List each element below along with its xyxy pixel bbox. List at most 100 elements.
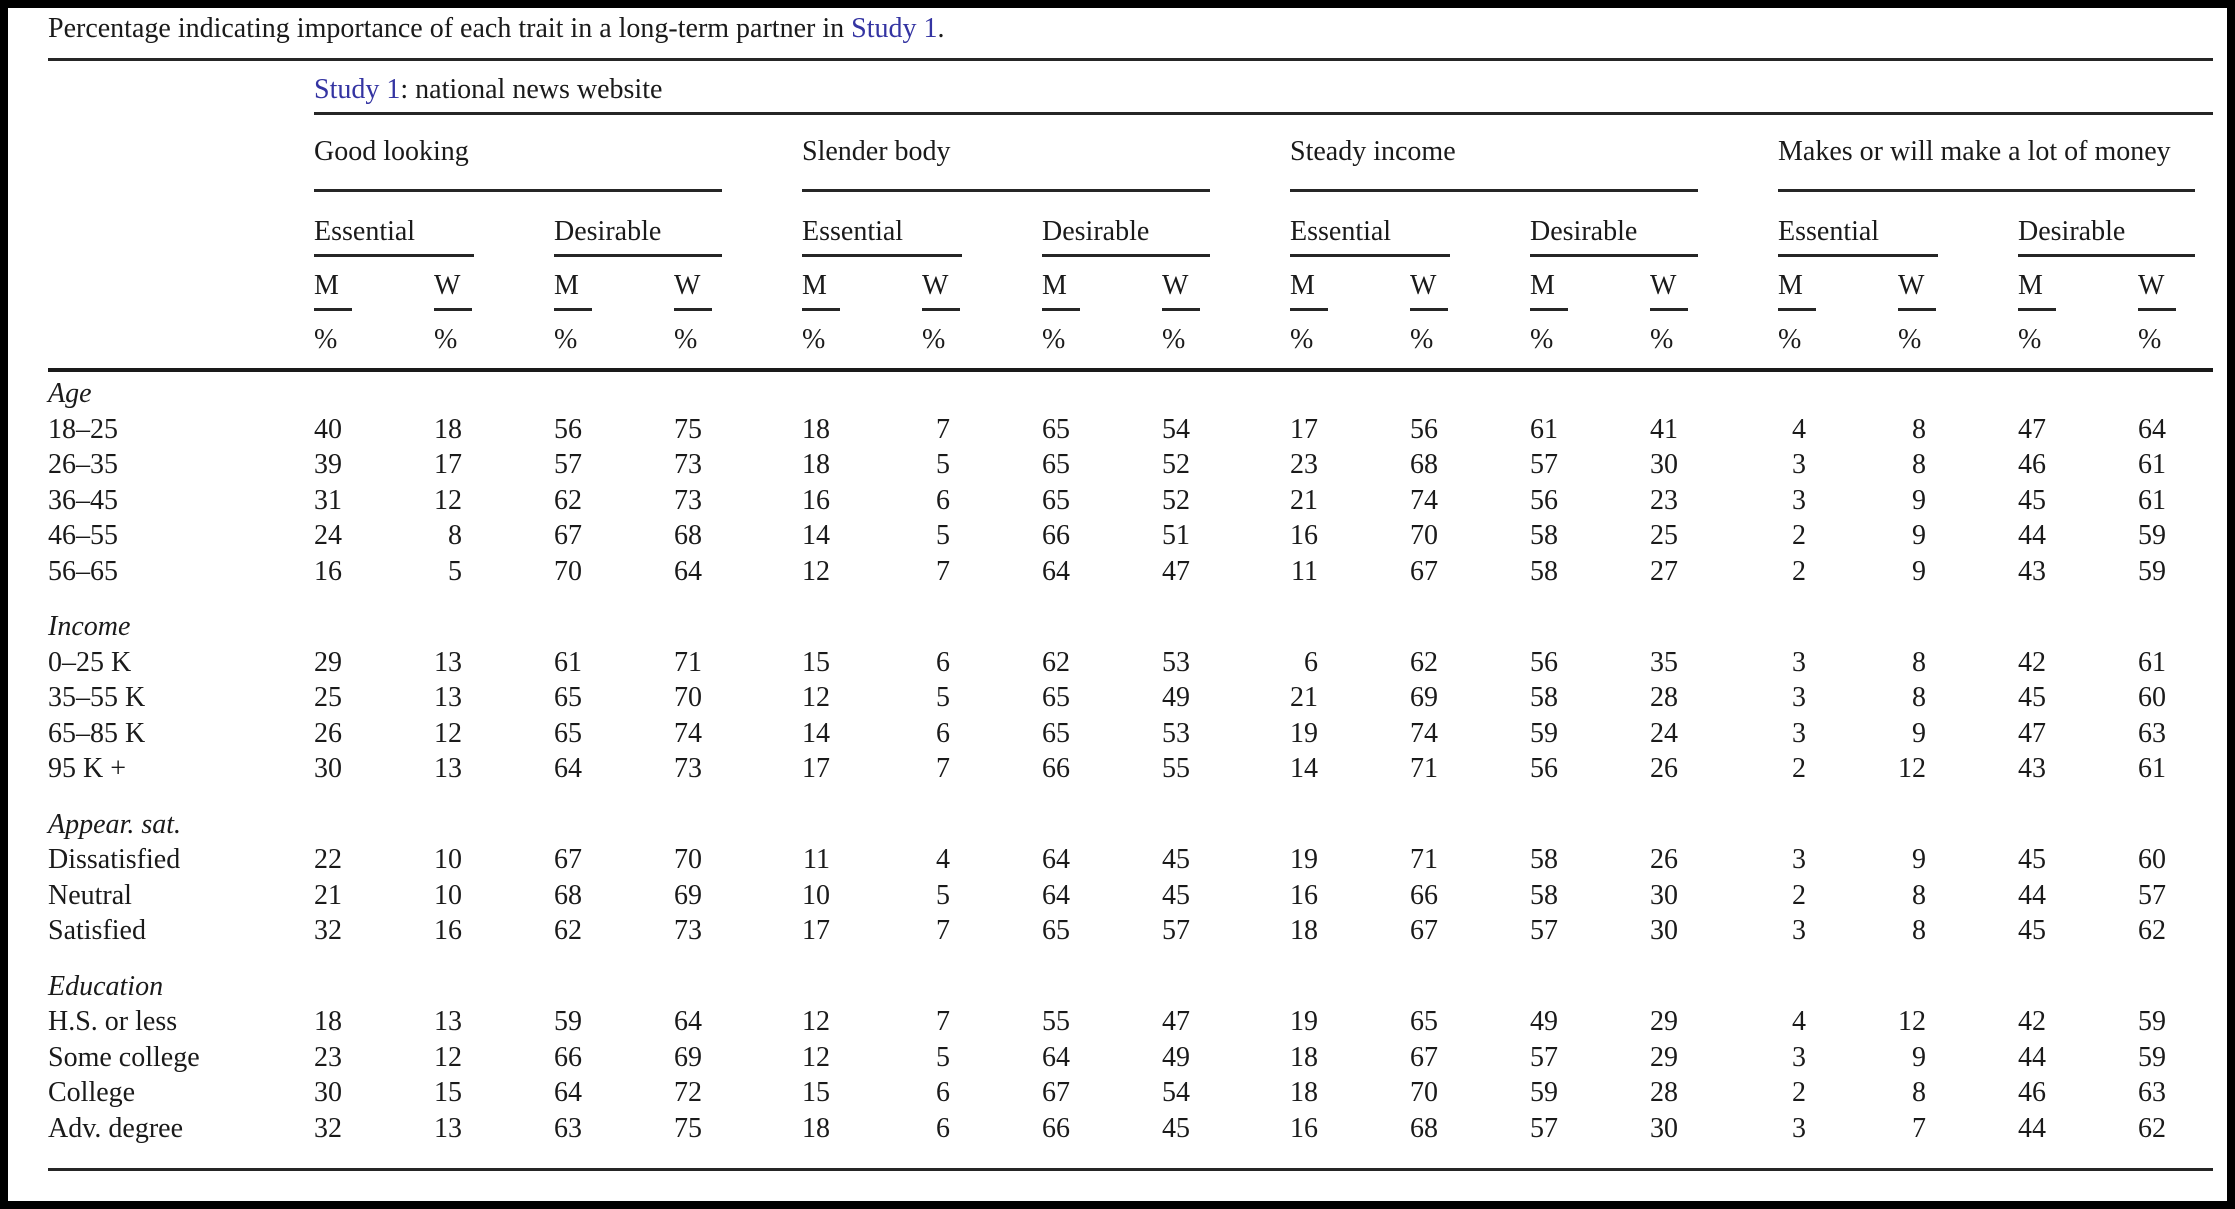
value-cell: 3 xyxy=(1778,842,1898,878)
value: 21 xyxy=(314,879,342,911)
spanner-row: Study 1: national news website xyxy=(48,61,2214,115)
value: 29 xyxy=(1650,1041,1678,1073)
value: 18 xyxy=(434,413,462,445)
value: 63 xyxy=(554,1112,582,1144)
value: 54 xyxy=(1162,413,1190,445)
value: 12 xyxy=(434,1041,462,1073)
value: 22 xyxy=(314,844,342,875)
value: 2 xyxy=(1792,1077,1806,1108)
value: 23 xyxy=(314,1041,342,1073)
table-row: Dissatisfied 22 10 67 70 11 4 64 45 19 71 58 26 3 9 45 6… xyxy=(48,842,2213,878)
value-cell: 46 xyxy=(2018,447,2138,483)
value: 70 xyxy=(1410,520,1438,551)
value-cell: 10 xyxy=(434,842,554,878)
value: 53 xyxy=(1162,717,1190,749)
value: 59 xyxy=(554,1006,582,1037)
importance-cell: Essential xyxy=(1290,192,1530,257)
value-cell: 16 xyxy=(802,483,922,519)
value-cell: 7 xyxy=(922,913,1042,949)
value: 61 xyxy=(2138,753,2166,784)
sex-header-cell: M xyxy=(1778,257,1898,311)
value: 45 xyxy=(2018,682,2046,713)
value-cell: 65 xyxy=(1042,913,1162,949)
value: 65 xyxy=(554,717,582,749)
value: 61 xyxy=(2138,646,2166,678)
value-cell: 75 xyxy=(674,412,802,448)
value: 70 xyxy=(674,844,702,875)
value-cell: 65 xyxy=(1042,447,1162,483)
value: 71 xyxy=(1410,753,1438,784)
value-cell: 12 xyxy=(1898,1004,2018,1040)
value: 2 xyxy=(1792,753,1806,784)
percent-cell: % xyxy=(2018,311,2138,372)
value-cell: 5 xyxy=(922,447,1042,483)
value-cell: 25 xyxy=(314,680,434,716)
sex-header: M xyxy=(1290,270,1315,301)
value-cell: 73 xyxy=(674,751,802,787)
sex-header: M xyxy=(554,270,579,301)
value: 25 xyxy=(314,682,342,713)
value-cell: 61 xyxy=(1530,412,1650,448)
value: 69 xyxy=(1410,682,1438,713)
value-cell: 72 xyxy=(674,1075,802,1111)
value-cell: 68 xyxy=(674,518,802,554)
value: 64 xyxy=(554,753,582,784)
value: 8 xyxy=(1912,449,1926,480)
value: 12 xyxy=(1898,1006,1926,1037)
percent-cell: % xyxy=(434,311,554,372)
value-cell: 17 xyxy=(434,447,554,483)
value-cell: 8 xyxy=(1898,878,2018,914)
value: 66 xyxy=(1042,520,1070,551)
row-group-label: Income xyxy=(48,611,131,642)
value: 6 xyxy=(936,646,950,678)
value-cell: 6 xyxy=(922,645,1042,681)
row-label: 46–55 xyxy=(48,520,118,551)
value: 64 xyxy=(2138,413,2166,445)
percent-cell: % xyxy=(1290,311,1410,372)
value-cell: 67 xyxy=(1410,913,1530,949)
caption-study-link[interactable]: Study 1 xyxy=(851,13,938,44)
value: 8 xyxy=(1912,682,1926,713)
value: 66 xyxy=(1042,1112,1070,1144)
sex-header-rule xyxy=(1162,308,1200,311)
value: 49 xyxy=(1530,1006,1558,1037)
table-row: 46–55 24 8 67 68 14 5 66 51 16 70 58 25 2 9 44 59 xyxy=(48,518,2213,554)
value-cell: 69 xyxy=(674,1040,802,1076)
value-cell: 17 xyxy=(802,913,922,949)
value: 27 xyxy=(1650,555,1678,587)
value-cell: 6 xyxy=(922,1110,1042,1171)
sex-header-cell: W xyxy=(1162,257,1290,311)
spanner-study-link[interactable]: Study 1 xyxy=(314,74,401,105)
value-cell: 12 xyxy=(434,483,554,519)
value-cell: 62 xyxy=(554,913,674,949)
value-cell: 2 xyxy=(1778,878,1898,914)
trait-group-rule xyxy=(1290,189,1698,192)
value-cell: 19 xyxy=(1290,716,1410,752)
sex-header-rule xyxy=(1778,308,1816,311)
value-cell: 44 xyxy=(2018,518,2138,554)
value: 67 xyxy=(554,844,582,875)
value-cell: 13 xyxy=(434,645,554,681)
value-cell: 7 xyxy=(922,554,1042,590)
value-cell: 45 xyxy=(1162,1110,1290,1171)
value-cell: 58 xyxy=(1530,878,1650,914)
value: 55 xyxy=(1042,1006,1070,1037)
trait-group-header: Makes or will make a lot of money xyxy=(1778,136,2171,167)
value-cell: 49 xyxy=(1530,1004,1650,1040)
value: 73 xyxy=(674,915,702,946)
value-cell: 70 xyxy=(674,680,802,716)
value: 35 xyxy=(1650,646,1678,678)
trait-group-rule xyxy=(314,189,722,192)
value-cell: 17 xyxy=(1290,412,1410,448)
value-cell: 61 xyxy=(554,645,674,681)
value-cell: 32 xyxy=(314,913,434,949)
value-cell: 67 xyxy=(1042,1075,1162,1111)
value: 61 xyxy=(554,646,582,678)
value-cell: 30 xyxy=(314,1075,434,1111)
row-group-label: Education xyxy=(48,970,164,1002)
sex-header: M xyxy=(1042,270,1067,301)
value-cell: 3 xyxy=(1778,1110,1898,1171)
value: 65 xyxy=(1042,717,1070,749)
value-cell: 18 xyxy=(314,1004,434,1040)
value: 44 xyxy=(2018,879,2046,911)
